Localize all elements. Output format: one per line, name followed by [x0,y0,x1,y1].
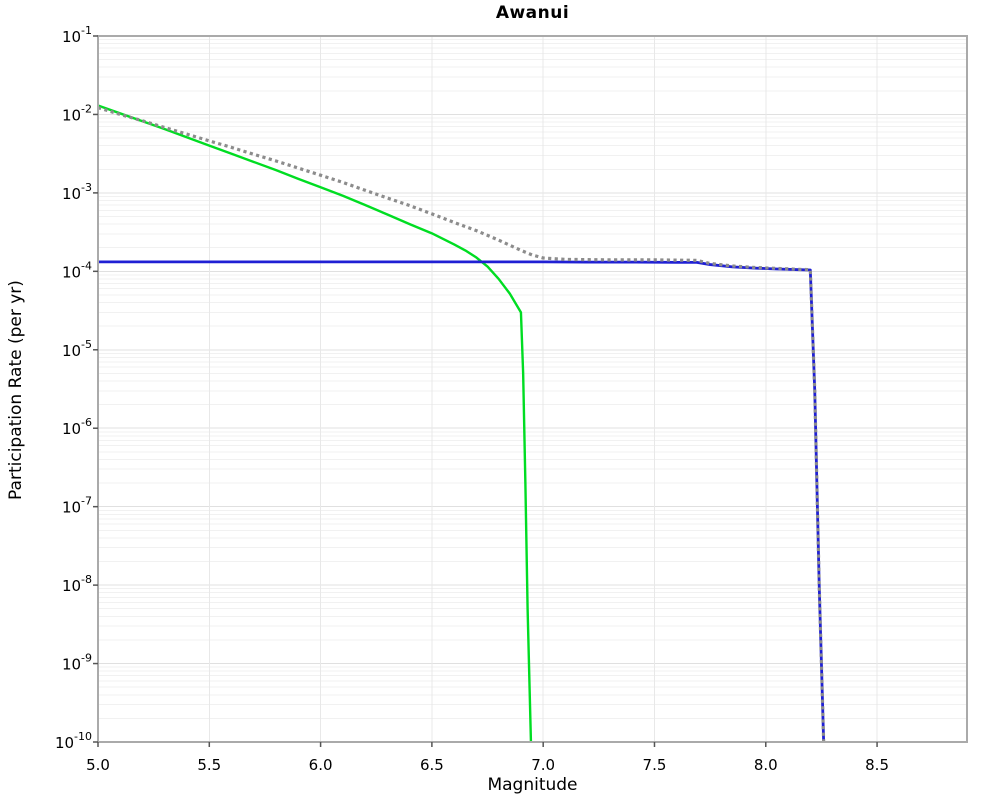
plot-area [98,36,967,742]
y-tick-label: 10-6 [62,416,92,438]
chart-title: Awanui [495,3,570,23]
series-gray-dotted-curve [98,106,826,742]
plot-frame [97,35,968,743]
x-tick-label: 6.0 [309,756,333,774]
y-tick-label: 10-2 [62,102,92,124]
y-tick-label: 10-7 [62,495,92,517]
x-tick-label: 7.5 [643,756,667,774]
x-tick-label: 8.5 [865,756,889,774]
y-tick-label: 10-4 [62,259,92,281]
y-tick-label: 10-5 [62,338,92,360]
x-tick-label: 5.5 [197,756,221,774]
y-axis-label: Participation Rate (per yr) [6,280,26,500]
x-axis-label: Magnitude [487,775,578,795]
y-tick-label: 10-9 [62,652,92,674]
y-tick-label: 10-1 [62,24,92,46]
y-tick-label: 10-3 [62,181,92,203]
x-tick-label: 5.0 [86,756,110,774]
y-tick-label: 10-10 [55,730,92,752]
y-tick-label: 10-8 [62,573,92,595]
x-tick-label: 6.5 [420,756,444,774]
x-tick-label: 8.0 [754,756,778,774]
series-green-solid-curve [98,104,533,742]
x-tick-label: 7.0 [531,756,555,774]
